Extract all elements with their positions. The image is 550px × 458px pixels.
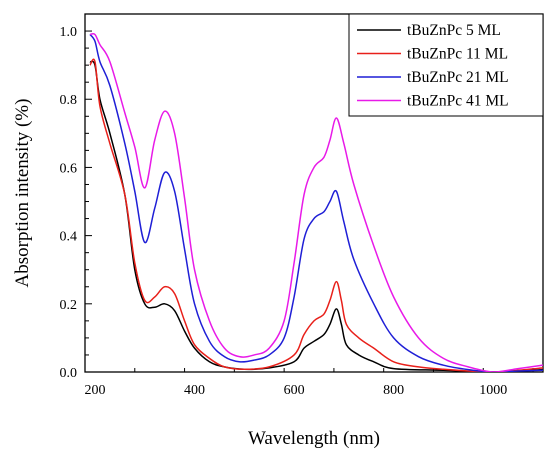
y-tick-label: 0.4 bbox=[60, 230, 78, 245]
axes: 200 400 600 800 1000 0.0 0.2 0.4 0.6 0.8 1.0 bbox=[60, 13, 544, 398]
series-line-tbuznpc-11-ml bbox=[89, 58, 543, 372]
x-axis-title: Wavelength (nm) bbox=[248, 428, 380, 449]
y-tick-label: 0.2 bbox=[60, 298, 78, 313]
legend: tBuZnPc 5 ML tBuZnPc 11 ML tBuZnPc 21 ML tB… bbox=[348, 13, 544, 117]
x-tick-label: 1000 bbox=[479, 383, 507, 398]
series-line-tbuznpc-21-ml bbox=[89, 33, 543, 372]
series-line-tbuznpc-41-ml bbox=[89, 32, 543, 372]
legend-label: tBuZnPc 21 ML bbox=[407, 69, 509, 86]
x-tick-label: 800 bbox=[383, 383, 404, 398]
y-tick-label: 0.8 bbox=[60, 93, 78, 108]
y-tick-label: 1.0 bbox=[60, 25, 78, 40]
plot-frame bbox=[84, 13, 544, 373]
x-tick-label: 200 bbox=[84, 383, 105, 398]
x-tick-label: 600 bbox=[284, 383, 305, 398]
series-line-tbuznpc-5-ml bbox=[89, 60, 543, 372]
legend-box bbox=[348, 13, 544, 117]
y-tick-label: 0.6 bbox=[60, 161, 78, 176]
legend-label: tBuZnPc 41 ML bbox=[407, 93, 509, 110]
plot-area bbox=[89, 32, 543, 372]
y-axis-title: Absorption intensity (%) bbox=[12, 99, 33, 288]
x-tick-label: 400 bbox=[184, 383, 205, 398]
legend-label: tBuZnPc 5 ML bbox=[407, 22, 501, 39]
y-tick-label: 0.0 bbox=[60, 366, 78, 381]
legend-label: tBuZnPc 11 ML bbox=[407, 46, 508, 63]
